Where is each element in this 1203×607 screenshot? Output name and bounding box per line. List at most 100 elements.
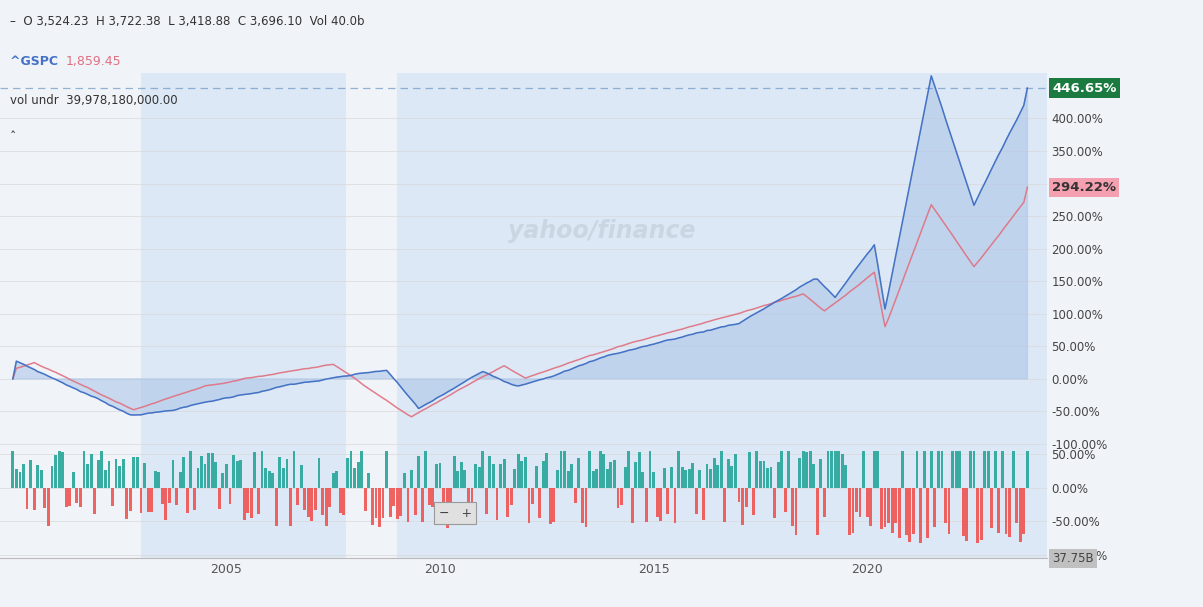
Bar (143, 463, 146, 487)
Bar (51, 466, 53, 487)
Bar (100, 449, 103, 487)
Bar (816, 487, 819, 535)
Bar (972, 450, 976, 487)
Bar (521, 461, 523, 487)
Bar (730, 466, 734, 487)
Bar (581, 487, 583, 523)
Bar (314, 487, 316, 510)
Bar (937, 443, 940, 487)
Bar (378, 487, 381, 527)
Bar (140, 487, 142, 513)
Bar (766, 468, 769, 487)
Bar (1015, 487, 1018, 523)
Bar (289, 487, 292, 526)
Bar (346, 458, 349, 487)
Bar (979, 487, 983, 540)
Bar (407, 487, 409, 522)
Bar (859, 487, 861, 517)
Bar (926, 487, 929, 538)
Bar (1008, 487, 1011, 537)
Bar (103, 470, 107, 487)
Bar (994, 446, 997, 487)
Bar (901, 445, 905, 487)
Bar (948, 487, 950, 534)
Bar (460, 462, 463, 487)
Bar (1026, 447, 1029, 487)
Bar (603, 454, 605, 487)
Bar (183, 457, 185, 487)
Bar (432, 487, 434, 507)
Bar (417, 456, 420, 487)
Bar (812, 464, 816, 487)
Text: 294.22%: 294.22% (1053, 181, 1116, 194)
Bar (87, 464, 89, 487)
Bar (781, 450, 783, 487)
Bar (525, 457, 527, 487)
Bar (703, 487, 705, 520)
Bar (846, 450, 1047, 558)
Text: –  O 3,524.23  H 3,722.38  L 3,418.88  C 3,696.10  Vol 40.0b: – O 3,524.23 H 3,722.38 L 3,418.88 C 3,6… (10, 15, 365, 28)
Bar (627, 449, 630, 487)
Bar (681, 467, 683, 487)
Bar (659, 487, 662, 521)
Bar (76, 487, 78, 503)
Text: yahoo/finance: yahoo/finance (508, 219, 695, 243)
Bar (278, 457, 282, 487)
Bar (990, 487, 994, 528)
Bar (321, 487, 324, 515)
Bar (129, 487, 131, 511)
Bar (265, 467, 267, 487)
Bar (214, 462, 218, 487)
Bar (883, 487, 887, 527)
Bar (663, 468, 665, 487)
Bar (96, 460, 100, 487)
Bar (577, 458, 580, 487)
Bar (392, 487, 395, 506)
Bar (463, 470, 467, 487)
Bar (788, 449, 790, 487)
Bar (620, 487, 623, 504)
Bar (211, 453, 214, 487)
Bar (339, 487, 342, 513)
Bar (959, 448, 961, 487)
Bar (752, 487, 754, 515)
Bar (207, 453, 211, 487)
Bar (595, 469, 598, 487)
Bar (243, 487, 245, 520)
Bar (179, 472, 182, 487)
Bar (559, 449, 563, 487)
Bar (257, 487, 260, 514)
Bar (43, 487, 46, 509)
Bar (443, 487, 445, 517)
Bar (808, 447, 812, 487)
Bar (452, 456, 456, 487)
Bar (203, 464, 207, 487)
Bar (122, 459, 125, 487)
Bar (514, 469, 516, 487)
Bar (934, 487, 936, 527)
Bar (623, 467, 627, 487)
Bar (470, 487, 474, 524)
Bar (296, 487, 300, 505)
Bar (556, 470, 559, 487)
Bar (36, 466, 40, 487)
Bar (870, 487, 872, 526)
Bar (670, 467, 672, 487)
Bar (734, 455, 737, 487)
Bar (150, 487, 153, 512)
Bar (18, 472, 22, 487)
Bar (574, 487, 576, 503)
Bar (941, 433, 943, 487)
Bar (421, 487, 423, 521)
Bar (585, 487, 587, 527)
Bar (845, 464, 847, 487)
Bar (645, 487, 648, 522)
Bar (396, 487, 398, 520)
Bar (614, 460, 616, 487)
Bar (1023, 487, 1025, 534)
Bar (983, 435, 986, 487)
Bar (32, 487, 36, 510)
Bar (449, 487, 452, 518)
Bar (285, 459, 289, 487)
Bar (830, 442, 832, 487)
